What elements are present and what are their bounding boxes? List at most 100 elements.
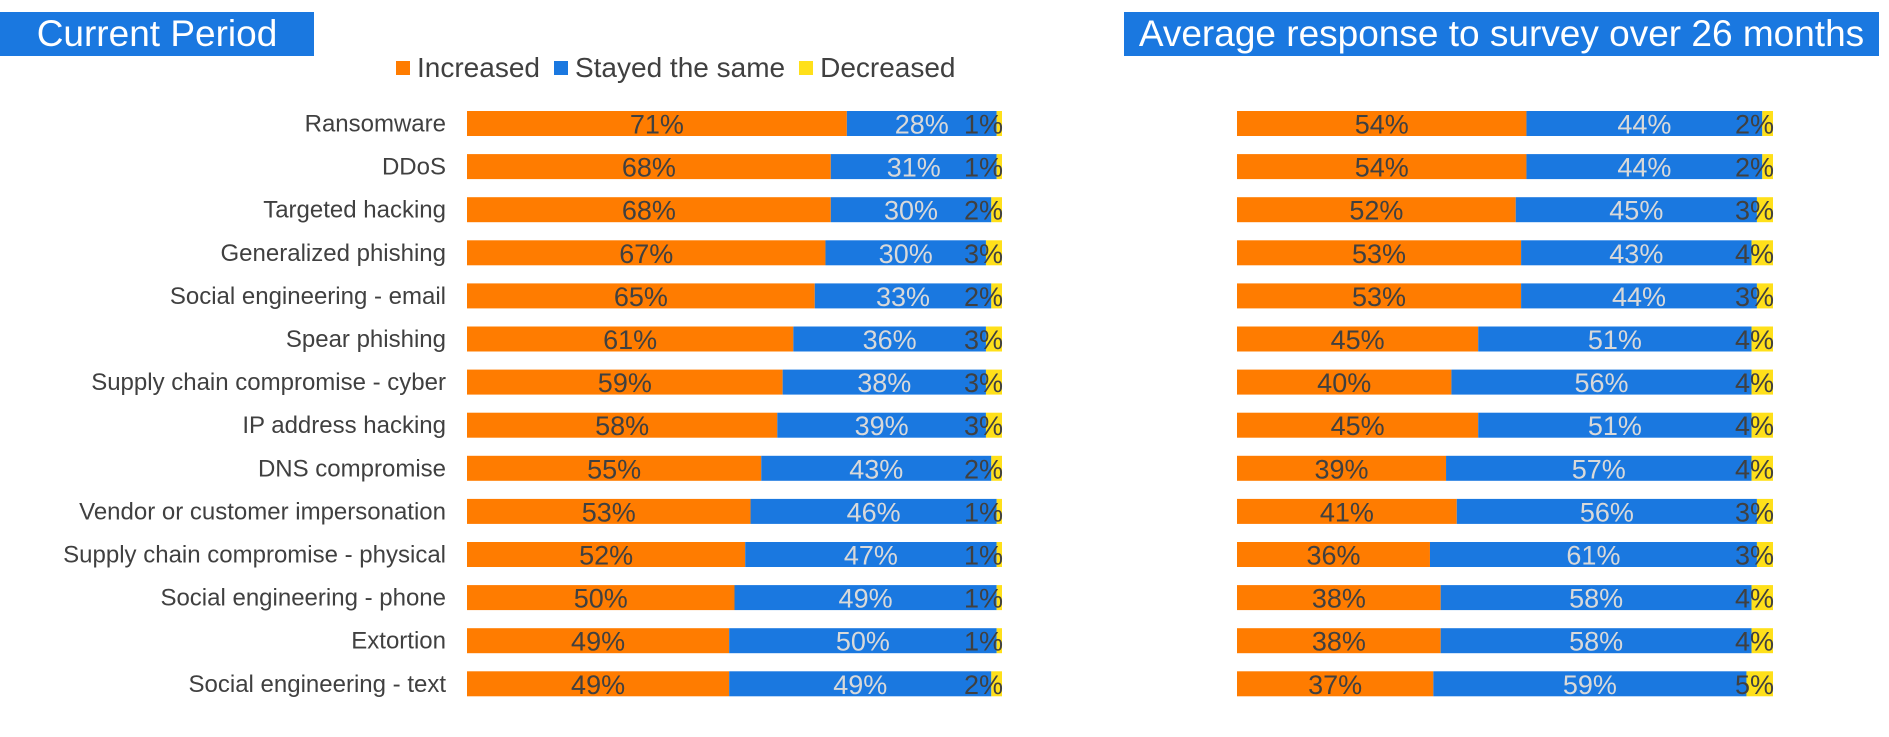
average-bar-decreased-supply-chain-compromise-physical	[1756, 542, 1773, 567]
current-value-label-stayed-the-same-generalized-phishing: 30%	[879, 239, 933, 269]
current-bar-decreased-ip-address-hacking	[985, 412, 1002, 438]
current-value-label-increased-ip-address-hacking: 58%	[595, 411, 649, 441]
current-value-label-increased-social-engineering-text: 49%	[571, 670, 625, 700]
current-bar-stayed-the-same-vendor-or-customer-impersonation	[750, 498, 997, 524]
average-value-label-decreased-ransomware: 2%	[1735, 110, 1774, 140]
average-value-label-decreased-social-engineering-text: 5%	[1735, 670, 1774, 700]
current-bar-decreased-extortion	[996, 628, 1002, 654]
average-value-label-decreased-extortion: 4%	[1735, 627, 1774, 657]
current-value-label-decreased-generalized-phishing: 3%	[964, 239, 1003, 269]
current-value-label-decreased-spear-phishing: 3%	[964, 325, 1003, 355]
average-value-label-increased-social-engineering-phone: 38%	[1312, 584, 1366, 614]
average-value-label-decreased-supply-chain-compromise-cyber: 4%	[1735, 368, 1774, 398]
current-value-label-stayed-the-same-spear-phishing: 36%	[863, 325, 917, 355]
average-bar-increased-generalized-phishing	[1237, 240, 1522, 266]
average-value-label-stayed-the-same-dns-compromise: 57%	[1572, 454, 1626, 484]
legend-swatch-stayed-the-same	[553, 61, 568, 75]
current-value-label-stayed-the-same-ransomware: 28%	[895, 110, 949, 140]
average-bar-decreased-vendor-or-customer-impersonation	[1756, 498, 1773, 524]
average-bar-decreased-ddos	[1762, 154, 1773, 180]
current-value-label-stayed-the-same-social-engineering-phone: 49%	[839, 584, 893, 614]
category-label-dns-compromise: DNS compromise	[258, 455, 446, 482]
current-bar-decreased-spear-phishing	[985, 326, 1002, 352]
category-label-supply-chain-compromise-physical: Supply chain compromise - physical	[63, 542, 446, 569]
current-bar-stayed-the-same-extortion	[729, 628, 997, 654]
current-value-label-increased-supply-chain-compromise-cyber: 59%	[598, 368, 652, 398]
current-bar-stayed-the-same-spear-phishing	[793, 326, 986, 352]
category-label-supply-chain-compromise-cyber: Supply chain compromise - cyber	[91, 369, 446, 396]
current-value-label-decreased-vendor-or-customer-impersonation: 1%	[964, 497, 1003, 527]
current-bar-increased-ip-address-hacking	[467, 412, 778, 438]
average-value-label-increased-dns-compromise: 39%	[1314, 454, 1368, 484]
average-bar-stayed-the-same-social-engineering-text	[1433, 671, 1747, 697]
average-bar-increased-targeted-hacking	[1237, 197, 1516, 223]
legend-label-stayed-the-same: Stayed the same	[574, 52, 786, 83]
average-bar-decreased-extortion	[1751, 628, 1773, 654]
average-value-label-stayed-the-same-social-engineering-phone: 58%	[1569, 584, 1623, 614]
average-bar-stayed-the-same-supply-chain-compromise-cyber	[1451, 369, 1752, 395]
average-bar-stayed-the-same-targeted-hacking	[1515, 197, 1757, 223]
current-value-label-increased-spear-phishing: 61%	[603, 325, 657, 355]
average-value-label-decreased-targeted-hacking: 3%	[1735, 196, 1774, 226]
current-value-label-stayed-the-same-social-engineering-email: 33%	[876, 282, 930, 312]
average-value-label-decreased-social-engineering-phone: 4%	[1735, 584, 1774, 614]
current-bar-decreased-targeted-hacking	[991, 197, 1002, 223]
current-bar-stayed-the-same-generalized-phishing	[825, 240, 986, 266]
average-bar-decreased-generalized-phishing	[1751, 240, 1773, 266]
current-bar-increased-generalized-phishing	[467, 240, 826, 266]
average-bar-stayed-the-same-spear-phishing	[1478, 326, 1752, 352]
average-value-label-decreased-vendor-or-customer-impersonation: 3%	[1735, 497, 1774, 527]
current-value-label-stayed-the-same-ip-address-hacking: 39%	[855, 411, 909, 441]
current-bar-decreased-dns-compromise	[991, 455, 1002, 481]
current-value-label-increased-ddos: 68%	[622, 153, 676, 183]
average-value-label-increased-extortion: 38%	[1312, 627, 1366, 657]
average-bar-increased-social-engineering-email	[1237, 283, 1522, 309]
current-bar-increased-extortion	[467, 628, 730, 654]
category-label-generalized-phishing: Generalized phishing	[221, 240, 446, 267]
average-value-label-increased-targeted-hacking: 52%	[1349, 196, 1403, 226]
average-bar-stayed-the-same-ddos	[1526, 154, 1763, 180]
average-bar-increased-ransomware	[1237, 111, 1527, 136]
current-bar-increased-targeted-hacking	[467, 197, 831, 223]
current-value-label-stayed-the-same-supply-chain-compromise-physical: 47%	[844, 541, 898, 571]
average-value-label-increased-vendor-or-customer-impersonation: 41%	[1320, 497, 1374, 527]
current-bar-stayed-the-same-ip-address-hacking	[777, 412, 986, 438]
legend-item-decreased: Decreased	[799, 52, 956, 84]
current-value-label-decreased-ddos: 1%	[964, 153, 1003, 183]
current-bar-decreased-ddos	[996, 154, 1002, 180]
category-label-ransomware: Ransomware	[305, 111, 446, 138]
legend-item-stayed-the-same: Stayed the same	[553, 52, 786, 84]
current-value-label-decreased-ip-address-hacking: 3%	[964, 411, 1003, 441]
average-bar-stayed-the-same-vendor-or-customer-impersonation	[1456, 498, 1757, 524]
category-label-vendor-or-customer-impersonation: Vendor or customer impersonation	[79, 498, 446, 525]
current-bar-stayed-the-same-supply-chain-compromise-physical	[745, 542, 997, 567]
average-bar-stayed-the-same-ransomware	[1526, 111, 1763, 136]
current-bar-increased-ransomware	[467, 111, 847, 136]
current-bar-increased-supply-chain-compromise-physical	[467, 542, 746, 567]
legend-label-increased: Increased	[417, 52, 540, 83]
current-bar-increased-vendor-or-customer-impersonation	[467, 498, 751, 524]
average-bar-decreased-ransomware	[1762, 111, 1773, 136]
current-value-label-stayed-the-same-dns-compromise: 43%	[849, 454, 903, 484]
average-value-label-increased-social-engineering-text: 37%	[1308, 670, 1362, 700]
legend-swatch-decreased	[799, 61, 814, 75]
average-value-label-stayed-the-same-social-engineering-email: 44%	[1612, 282, 1666, 312]
average-value-label-stayed-the-same-vendor-or-customer-impersonation: 56%	[1580, 497, 1634, 527]
average-bar-decreased-dns-compromise	[1751, 455, 1773, 481]
current-value-label-increased-generalized-phishing: 67%	[619, 239, 673, 269]
current-value-label-decreased-social-engineering-text: 2%	[964, 670, 1003, 700]
average-value-label-decreased-ddos: 2%	[1735, 153, 1774, 183]
current-bar-increased-social-engineering-phone	[467, 585, 735, 611]
current-bar-stayed-the-same-social-engineering-email	[814, 283, 992, 309]
current-bar-decreased-social-engineering-email	[991, 283, 1002, 309]
average-bar-increased-supply-chain-compromise-cyber	[1237, 369, 1452, 395]
average-bar-decreased-spear-phishing	[1751, 326, 1773, 352]
average-value-label-decreased-generalized-phishing: 4%	[1735, 239, 1774, 269]
average-bar-decreased-social-engineering-phone	[1751, 585, 1773, 611]
current-bar-stayed-the-same-ddos	[830, 154, 997, 180]
average-bar-stayed-the-same-extortion	[1440, 628, 1752, 654]
average-value-label-increased-social-engineering-email: 53%	[1352, 282, 1406, 312]
average-bar-increased-supply-chain-compromise-physical	[1237, 542, 1430, 567]
current-value-label-increased-supply-chain-compromise-physical: 52%	[579, 541, 633, 571]
legend-label-decreased: Decreased	[820, 52, 956, 83]
